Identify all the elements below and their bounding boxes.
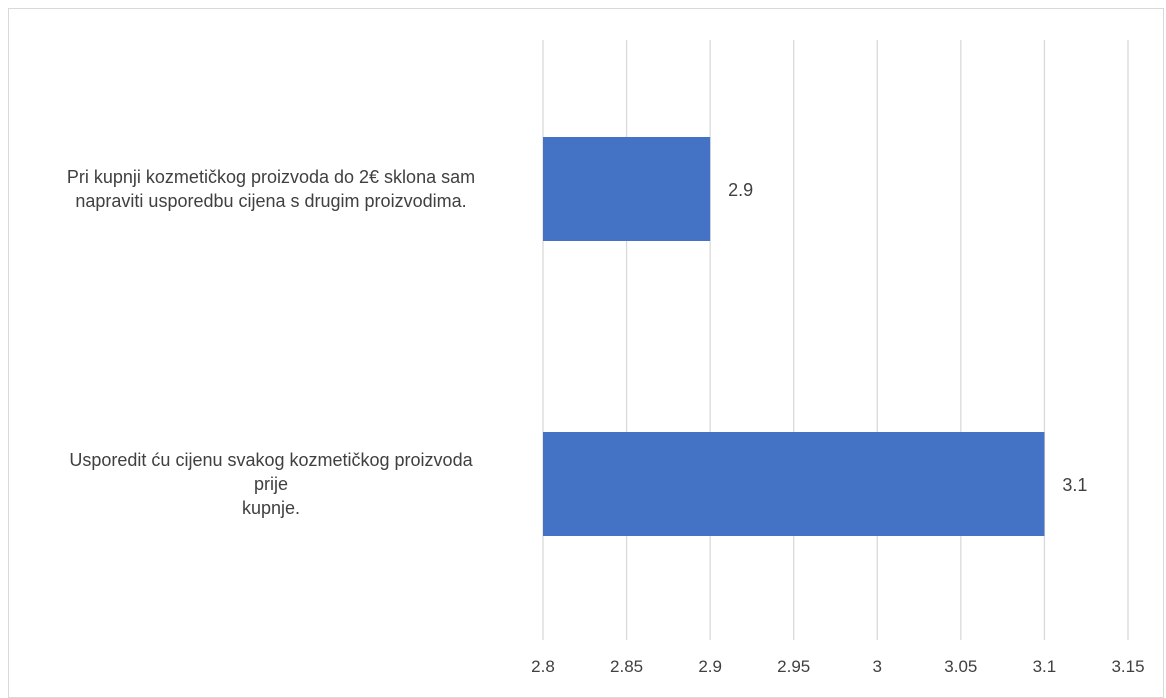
x-tick-label: 3.05 [944,657,977,676]
x-tick-label: 2.9 [698,657,722,676]
category-label: Usporedit ću cijenu svakog kozmetičkog p… [69,450,473,518]
x-tick-label: 3 [873,657,882,676]
labels: 2.8 2.85 2.9 2.95 3 3.05 3.1 3.15 2.9 Pri kupnji … [67,167,1145,676]
bar [543,137,711,241]
x-tick-label: 2.85 [610,657,643,676]
bars [543,137,1045,536]
chart-frame [8,8,1164,698]
x-tick-label: 2.8 [531,657,555,676]
bar-value-label: 3.1 [1062,475,1087,495]
x-tick-label: 2.95 [777,657,810,676]
x-tick-label: 3.1 [1033,657,1057,676]
bar-value-label: 2.9 [728,180,753,200]
x-tick-label: 3.15 [1111,657,1144,676]
category-label: Pri kupnji kozmetičkog proizvoda do 2€ s… [67,167,475,211]
bar [543,432,1045,536]
gridlines [542,40,1129,640]
